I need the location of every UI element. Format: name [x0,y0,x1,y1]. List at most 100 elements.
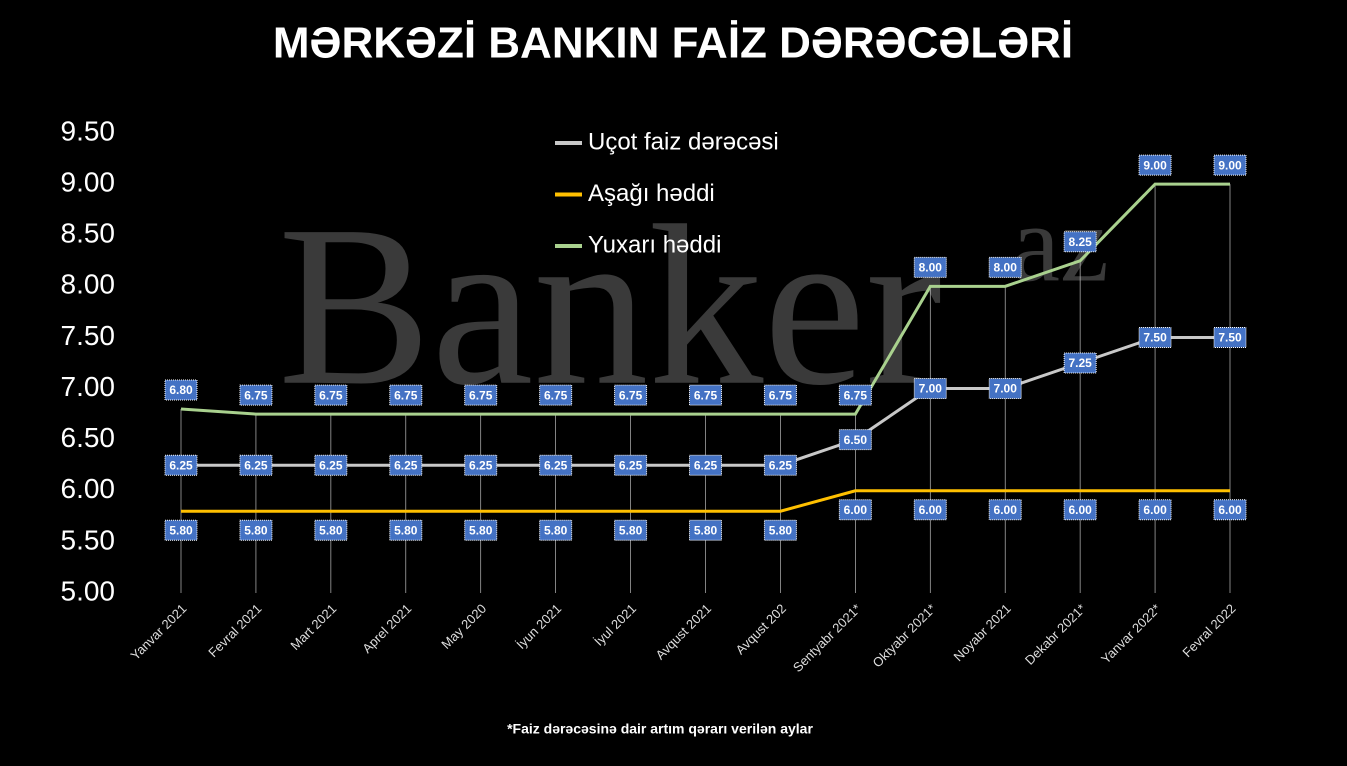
value-label-box [689,384,722,406]
y-tick-label: 7.50 [61,320,116,351]
value-label: 6.50 [844,433,868,447]
value-label: 5.80 [244,523,268,537]
value-label-box [389,519,423,541]
value-label-box [464,454,498,476]
value-label: 6.75 [619,388,643,402]
value-label: 5.80 [169,523,193,537]
y-tick-label: 8.00 [61,269,116,300]
value-label-box [614,519,648,541]
value-label: 6.00 [919,503,943,517]
value-label-box [614,384,648,406]
series-line [181,489,1230,513]
value-label-box [838,499,872,521]
value-label: 6.00 [1068,503,1092,517]
value-label-box [164,454,198,476]
value-label-box [988,378,1022,400]
footnote: *Faiz dərəcəsinə dair artım qərarı veril… [507,721,813,737]
value-label: 5.80 [394,523,418,537]
value-label-box [838,384,872,406]
value-label-box [464,384,498,406]
value-label: 5.80 [544,523,568,537]
y-tick-label: 9.00 [61,167,116,198]
value-label-box [1213,154,1247,176]
value-label-box [314,519,348,541]
value-label: 5.80 [619,523,643,537]
value-label-box [314,384,348,406]
value-label-box [913,499,947,521]
value-label: 7.00 [994,382,1018,396]
value-label: 7.00 [919,382,943,396]
value-label: 6.75 [694,388,718,402]
value-label-box [1063,231,1097,253]
value-label: 6.25 [769,458,793,472]
value-label: 6.25 [694,458,718,472]
value-label: 6.00 [1143,503,1167,517]
value-label-box [1138,154,1172,176]
value-label: 5.80 [319,523,343,537]
value-label-box [164,379,198,401]
legend-label: Yuxarı həddi [588,231,721,258]
value-label-box [389,384,423,406]
value-label-box [539,454,573,476]
value-label: 6.00 [844,503,868,517]
value-label: 6.25 [394,458,418,472]
y-tick-label: 6.00 [61,473,116,504]
value-label-box [239,519,273,541]
value-label-box [389,454,423,476]
value-label-box [164,519,198,541]
value-label: 9.00 [1143,158,1167,172]
value-label-box [1213,326,1247,348]
value-label: 6.00 [994,503,1018,517]
value-label: 5.80 [769,523,793,537]
value-label-box [988,499,1022,521]
value-label: 6.75 [394,388,418,402]
value-label: 6.25 [544,458,568,472]
value-label: 6.75 [469,388,493,402]
watermark: Banker [278,178,942,433]
chart-title: MƏRKƏZİ BANKIN FAİZ DƏRƏCƏLƏRİ [273,19,1073,68]
y-tick-label: 8.50 [61,218,116,249]
value-label-box [689,454,722,476]
y-tick-label: 9.50 [61,115,116,146]
value-label-box [1138,326,1172,348]
value-label: 6.75 [844,388,868,402]
value-label: 6.75 [544,388,568,402]
value-label-box [763,519,797,541]
value-label: 5.80 [469,523,493,537]
legend-label: Aşağı həddi [588,180,715,207]
y-tick-label: 5.50 [61,524,116,555]
value-label-box [913,256,947,278]
value-label: 5.80 [694,523,718,537]
value-label: 8.00 [919,261,943,275]
value-label-box [763,384,797,406]
value-label-box [464,519,498,541]
value-label: 6.25 [319,458,343,472]
value-label-box [314,454,348,476]
value-label: 8.00 [994,261,1018,275]
y-tick-label: 7.00 [61,371,116,402]
value-label-box [539,384,573,406]
value-label: 8.25 [1068,235,1092,249]
value-label: 6.25 [169,458,193,472]
y-tick-label: 6.50 [61,422,116,453]
value-label-box [239,454,273,476]
value-label-box [763,454,797,476]
series-line [180,182,1230,416]
value-label-box [614,454,648,476]
value-label: 9.00 [1218,158,1242,172]
value-label: 6.75 [769,388,793,402]
value-label: 6.25 [619,458,643,472]
value-label: 7.25 [1068,356,1092,370]
value-label-box [838,429,872,451]
value-label-box [1138,499,1172,521]
value-label: 6.00 [1218,503,1242,517]
legend-label: Uçot faiz dərəcəsi [588,128,779,155]
value-label-box [1213,499,1247,521]
value-label-box [1063,499,1097,521]
value-label: 7.50 [1143,331,1167,345]
value-label: 6.75 [319,388,343,402]
value-label: 6.25 [469,458,493,472]
value-label-box [689,519,722,541]
